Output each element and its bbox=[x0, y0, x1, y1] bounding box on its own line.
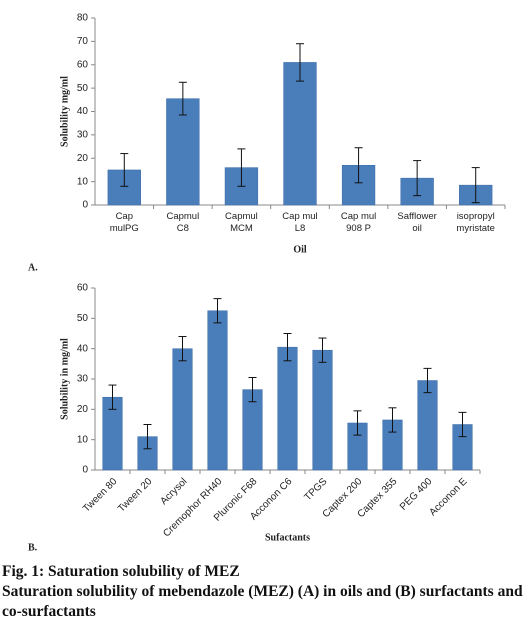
x-tick-label-box: Cap mul L8 bbox=[282, 211, 318, 234]
x-tick-label: Cap mul L8 bbox=[282, 211, 318, 234]
panel-label: A. bbox=[28, 262, 38, 273]
bar bbox=[312, 349, 333, 471]
y-tick-label: 50 bbox=[77, 313, 89, 324]
y-tick-label: 50 bbox=[77, 83, 89, 94]
y-tick-label: 0 bbox=[82, 465, 88, 476]
x-tick-label-box: Capmul C8 bbox=[166, 211, 200, 234]
bar bbox=[172, 348, 193, 471]
bar bbox=[283, 62, 317, 206]
y-tick-label: 10 bbox=[77, 176, 89, 187]
x-tick-label-box: Safflower oil bbox=[397, 211, 437, 234]
y-tick-label: 0 bbox=[82, 200, 88, 211]
x-tick-label: Acrysol bbox=[159, 476, 190, 507]
x-tick-label-box: Cap mul 908 P bbox=[340, 211, 377, 234]
caption: Fig. 1: Saturation solubility of MEZ Sat… bbox=[2, 562, 524, 622]
x-tick-label-box: isopropyl myristate bbox=[456, 211, 495, 234]
x-tick-label: Acconon E bbox=[428, 476, 470, 518]
y-tick-label: 10 bbox=[77, 434, 89, 445]
x-tick-label: Capmul MCM bbox=[225, 211, 258, 234]
caption-title: Fig. 1: Saturation solubility of MEZ bbox=[2, 563, 240, 580]
x-tick-label: Cap mul 908 P bbox=[340, 211, 377, 234]
x-tick-label-box: Cap mulPG bbox=[109, 211, 139, 234]
y-axis-title: Solubility mg/ml bbox=[59, 76, 70, 147]
y-axis-title: Solubility in mg/ml bbox=[59, 338, 70, 420]
bar bbox=[207, 310, 228, 471]
caption-text: Saturation solubility of mebendazole (ME… bbox=[2, 583, 523, 620]
x-tick-label: PEG 400 bbox=[398, 476, 435, 513]
x-tick-label-box: Capmul MCM bbox=[225, 211, 258, 234]
y-tick-label: 30 bbox=[77, 374, 89, 385]
bar bbox=[166, 98, 200, 206]
y-tick-label: 40 bbox=[77, 343, 89, 354]
x-tick-label: Safflower oil bbox=[397, 211, 437, 234]
y-tick-label: 80 bbox=[77, 13, 89, 24]
panel-label: B. bbox=[28, 542, 38, 553]
y-tick-label: 20 bbox=[77, 404, 89, 415]
x-tick-label: isopropyl myristate bbox=[456, 211, 495, 234]
x-axis-title: Oil bbox=[293, 244, 307, 255]
bar bbox=[417, 380, 438, 471]
x-tick-label: Capmul C8 bbox=[166, 211, 200, 234]
y-tick-label: 40 bbox=[77, 106, 89, 117]
y-tick-label: 20 bbox=[77, 153, 89, 164]
chart: 0 10 20 30 40 50 60 70 80 Cap mulPG Capmul C8 Capmu… bbox=[28, 13, 506, 553]
y-tick-label: 70 bbox=[77, 36, 89, 47]
bar bbox=[277, 346, 298, 471]
x-tick-label: Cremophor RH40 bbox=[161, 476, 225, 540]
x-tick-label: Cap mulPG bbox=[109, 211, 139, 234]
y-tick-label: 60 bbox=[77, 59, 89, 70]
x-axis-title: Sufactants bbox=[265, 532, 310, 543]
y-tick-label: 60 bbox=[77, 283, 89, 294]
y-tick-label: 30 bbox=[77, 130, 89, 141]
x-tick-label: Tween 80 bbox=[81, 476, 120, 515]
x-tick-label: Tween 20 bbox=[116, 476, 155, 515]
x-tick-label: TPGS bbox=[302, 476, 329, 503]
